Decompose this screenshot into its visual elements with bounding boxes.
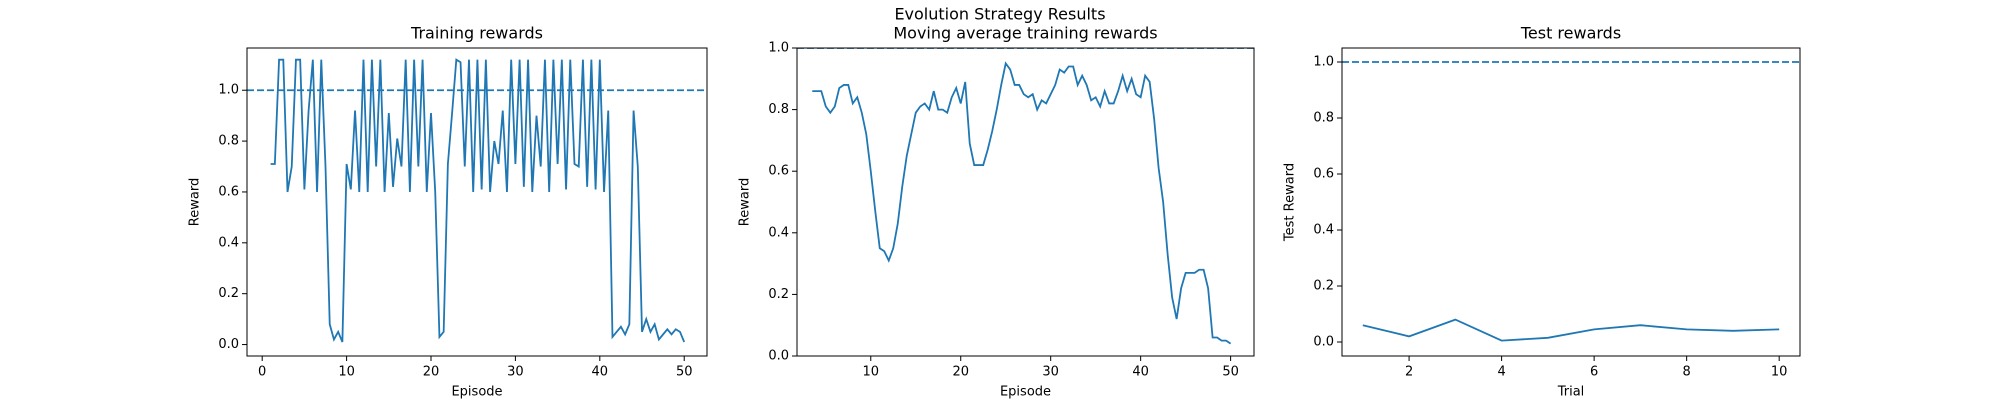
x-tick-label: 40 (1132, 365, 1149, 380)
y-tick-label: 0.2 (768, 287, 789, 302)
y-tick-label: 0.0 (1313, 335, 1334, 350)
chart-title: Moving average training rewards (893, 24, 1157, 43)
y-tick-label: 0.0 (768, 349, 789, 364)
y-tick-label: 0.0 (218, 337, 239, 352)
axes-frame (246, 47, 708, 357)
y-tick-label: 0.4 (1313, 223, 1334, 238)
y-tick-label: 0.6 (218, 184, 239, 199)
y-axis-label: Reward (188, 178, 203, 226)
x-tick-label: 4 (1497, 365, 1505, 380)
axes-frame (796, 47, 1255, 357)
x-tick-label: 50 (676, 365, 693, 380)
y-tick-label: 1.0 (1313, 55, 1334, 70)
y-tick-label: 0.6 (1313, 167, 1334, 182)
x-tick-label: 6 (1590, 365, 1598, 380)
y-tick-label: 0.8 (1313, 111, 1334, 126)
x-axis-label: Episode (451, 385, 502, 400)
data-line (812, 61, 1232, 345)
y-tick-label: 0.4 (218, 235, 239, 250)
x-tick-label: 8 (1683, 365, 1691, 380)
chart-title: Training rewards (410, 24, 543, 43)
plot-area (1342, 61, 1800, 342)
x-tick-label: 20 (952, 365, 969, 380)
y-tick-label: 1.0 (218, 83, 239, 98)
x-axis-label: Trial (1557, 385, 1585, 400)
x-tick-label: 30 (507, 365, 524, 380)
x-tick-label: 50 (1222, 365, 1239, 380)
figure-title: Evolution Strategy Results (894, 5, 1105, 24)
x-tick-label: 10 (338, 365, 355, 380)
y-tick-label: 0.2 (1313, 279, 1334, 294)
x-tick-label: 20 (423, 365, 440, 380)
x-tick-label: 10 (862, 365, 879, 380)
y-tick-label: 0.6 (768, 164, 789, 179)
x-axis-label: Episode (1000, 385, 1051, 400)
plot-area (247, 58, 707, 343)
y-axis-label: Reward (738, 178, 753, 226)
y-axis-label: Test Reward (1283, 163, 1298, 242)
plot-area (797, 48, 1254, 345)
chart-title: Test rewards (1520, 24, 1621, 43)
data-line (270, 58, 686, 343)
y-tick-label: 0.8 (768, 102, 789, 117)
x-tick-label: 40 (592, 365, 609, 380)
x-tick-label: 10 (1771, 365, 1788, 380)
y-tick-label: 0.8 (218, 134, 239, 149)
x-tick-label: 30 (1042, 365, 1059, 380)
y-tick-label: 0.2 (218, 286, 239, 301)
y-tick-label: 0.4 (768, 225, 789, 240)
x-tick-label: 0 (258, 365, 266, 380)
y-tick-label: 1.0 (768, 41, 789, 56)
data-line (1362, 318, 1780, 342)
axes-frame (1341, 47, 1801, 357)
x-tick-label: 2 (1405, 365, 1413, 380)
